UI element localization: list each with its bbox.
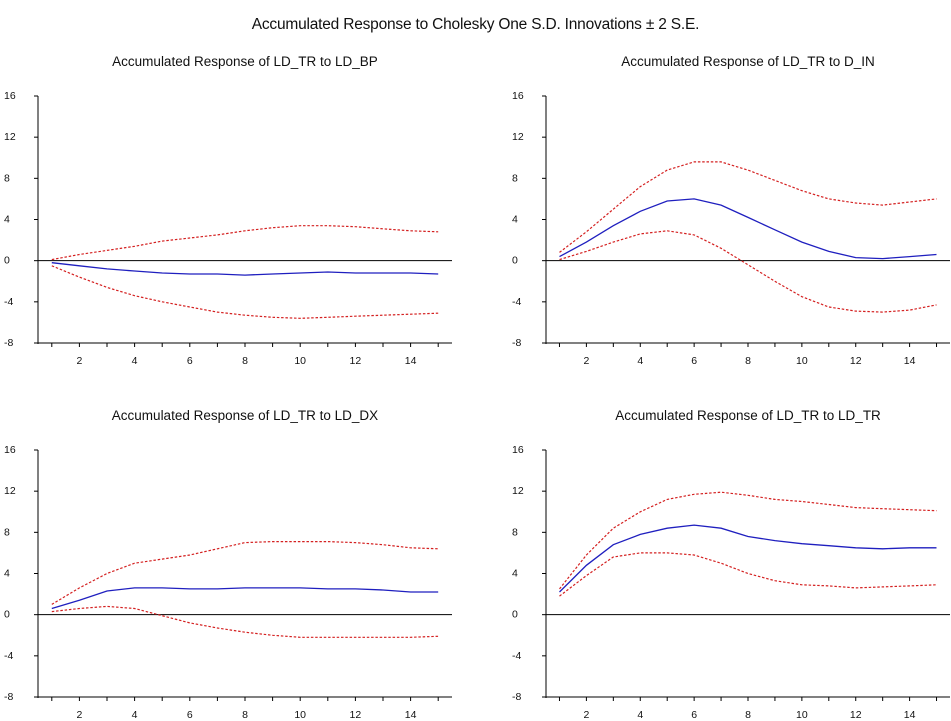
x-tick-label: 6 <box>187 355 193 367</box>
upper-band-line <box>559 161 937 253</box>
lower-band-line <box>559 230 937 313</box>
lower-band-line <box>51 265 439 319</box>
panel-title: Accumulated Response of LD_TR to D_IN <box>621 54 875 69</box>
y-tick-label: 12 <box>512 485 524 497</box>
lower-band-line <box>51 605 439 638</box>
upper-band-line <box>559 491 937 590</box>
y-tick-label: 16 <box>4 444 16 456</box>
y-tick-label: -8 <box>512 337 521 349</box>
x-tick-label: 4 <box>132 709 138 721</box>
x-tick-label: 2 <box>583 355 589 367</box>
x-tick-label: 2 <box>583 709 589 721</box>
y-tick-label: 16 <box>512 444 524 456</box>
x-tick-label: 4 <box>637 355 643 367</box>
panel-title: Accumulated Response of LD_TR to LD_DX <box>112 408 378 423</box>
x-tick-label: 10 <box>796 355 808 367</box>
y-tick-label: 0 <box>512 255 518 267</box>
y-tick-label: -4 <box>4 296 13 308</box>
panel-d-in: Accumulated Response of LD_TR to D_IN -8 -… <box>512 54 950 367</box>
x-tick-label: 12 <box>350 709 362 721</box>
upper-band-line <box>51 225 439 261</box>
y-tick-label: -4 <box>512 650 521 662</box>
y-tick-label: -8 <box>4 691 13 703</box>
x-tick-label: 8 <box>242 709 248 721</box>
x-tick-label: 8 <box>745 709 751 721</box>
x-tick-label: 4 <box>132 355 138 367</box>
x-tick-label: 14 <box>904 709 916 721</box>
x-tick-label: 2 <box>76 355 82 367</box>
y-tick-label: 8 <box>512 172 518 184</box>
response-line <box>51 587 439 610</box>
panel-title: Accumulated Response of LD_TR to LD_BP <box>112 54 378 69</box>
y-tick-label: 12 <box>4 485 16 497</box>
x-tick-label: 4 <box>637 709 643 721</box>
x-tick-label: 6 <box>691 709 697 721</box>
response-line <box>559 198 937 260</box>
y-tick-label: 16 <box>4 90 16 102</box>
x-tick-label: 14 <box>904 355 916 367</box>
x-tick-label: 8 <box>745 355 751 367</box>
y-tick-label: 8 <box>4 526 10 538</box>
x-tick-label: 12 <box>850 709 862 721</box>
lower-band-line <box>559 552 937 597</box>
y-tick-label: 4 <box>512 214 518 226</box>
y-tick-label: 4 <box>4 568 10 580</box>
x-tick-label: 10 <box>294 355 306 367</box>
y-tick-label: -8 <box>512 691 521 703</box>
y-tick-label: 8 <box>512 526 518 538</box>
response-line <box>559 524 937 593</box>
y-tick-label: -8 <box>4 337 13 349</box>
y-tick-label: 16 <box>512 90 524 102</box>
upper-band-line <box>51 540 439 605</box>
response-line <box>51 262 439 276</box>
figure-title: Accumulated Response to Cholesky One S.D… <box>251 16 700 33</box>
y-tick-label: 8 <box>4 172 10 184</box>
x-tick-label: 2 <box>76 709 82 721</box>
y-tick-label: 12 <box>512 131 524 143</box>
x-tick-label: 6 <box>691 355 697 367</box>
y-tick-label: -4 <box>4 650 13 662</box>
x-tick-label: 6 <box>187 709 193 721</box>
x-tick-label: 8 <box>242 355 248 367</box>
y-tick-label: 0 <box>4 255 10 267</box>
x-tick-label: 12 <box>850 355 862 367</box>
x-tick-label: 12 <box>350 355 362 367</box>
y-tick-label: 0 <box>512 609 518 621</box>
x-tick-label: 14 <box>405 355 417 367</box>
panel-ld-dx: Accumulated Response of LD_TR to LD_DX -8… <box>4 408 452 721</box>
x-tick-label: 14 <box>405 709 417 721</box>
y-tick-label: 4 <box>4 214 10 226</box>
panel-ld-bp: Accumulated Response of LD_TR to LD_BP -8… <box>4 54 452 367</box>
y-tick-label: 12 <box>4 131 16 143</box>
panel-ld-tr: Accumulated Response of LD_TR to LD_TR -8… <box>512 408 950 721</box>
y-tick-label: -4 <box>512 296 521 308</box>
y-tick-label: 4 <box>512 568 518 580</box>
x-tick-label: 10 <box>294 709 306 721</box>
x-tick-label: 10 <box>796 709 808 721</box>
panel-title: Accumulated Response of LD_TR to LD_TR <box>615 408 881 423</box>
y-tick-label: 0 <box>4 609 10 621</box>
